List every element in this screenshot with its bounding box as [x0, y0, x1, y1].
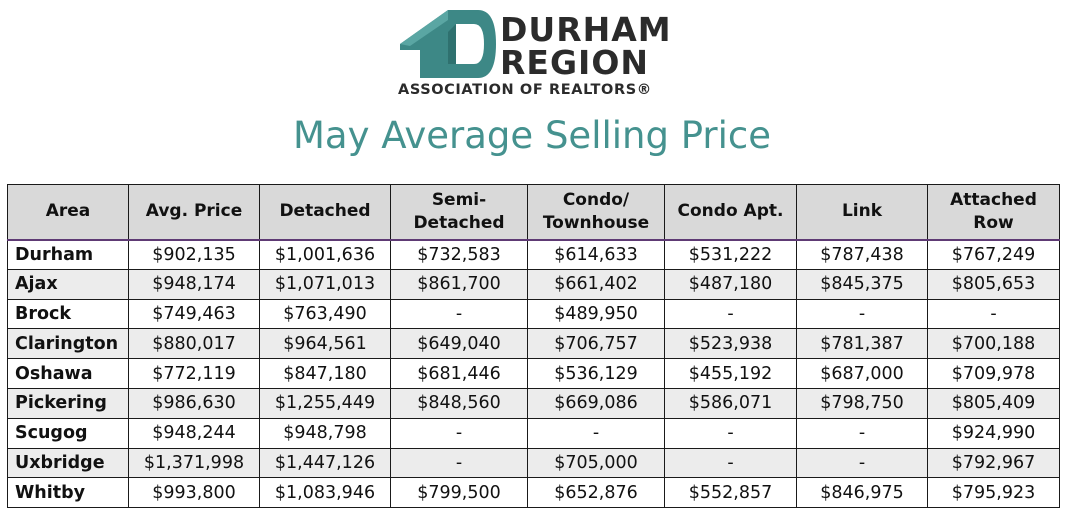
price-cell: -: [927, 298, 1060, 330]
area-name-cell: Oshawa: [7, 358, 129, 389]
area-name-cell: Clarington: [7, 328, 129, 360]
price-cell: -: [664, 447, 797, 479]
price-cell: $847,180: [259, 358, 391, 389]
area-name-cell: Scugog: [7, 417, 129, 449]
table-row: Brock $749,463 $763,490- $489,950- - -: [7, 298, 1060, 330]
price-cell: $948,174: [128, 268, 260, 300]
price-cell: $845,375: [796, 268, 928, 300]
area-name-cell: Durham: [7, 239, 129, 270]
price-cell: $848,560: [390, 387, 528, 419]
price-cell: -: [527, 417, 665, 449]
price-cell: $880,017: [128, 328, 260, 360]
price-cell: -: [664, 417, 797, 449]
area-name-cell: Uxbridge: [7, 447, 129, 479]
price-cell: $489,950: [527, 298, 665, 330]
price-cell: -: [390, 417, 528, 449]
price-cell: $455,192: [664, 358, 797, 389]
price-cell: $787,438: [796, 239, 928, 270]
price-cell: $763,490: [259, 298, 391, 330]
price-cell: -: [390, 447, 528, 479]
price-cell: $700,188: [927, 328, 1060, 360]
price-cell: $993,800: [128, 477, 260, 509]
price-cell: $705,000: [527, 447, 665, 479]
price-cell: $661,402: [527, 268, 665, 300]
price-cell: $924,990: [927, 417, 1060, 449]
table-row: Whitby $993,800 $1,083,946 $799,500 $652,876…: [7, 477, 1060, 509]
price-cell: $948,798: [259, 417, 391, 449]
price-cell: $795,923: [927, 477, 1060, 509]
price-cell: $902,135: [128, 239, 260, 270]
price-cell: $586,071: [664, 387, 797, 419]
price-cell: $1,447,126: [259, 447, 391, 479]
price-cell: -: [796, 447, 928, 479]
price-cell: $649,040: [390, 328, 528, 360]
area-name-cell: Brock: [7, 298, 129, 330]
durham-region-logo: DURHAM REGION ASSOCIATION OF REALTORS®: [396, 6, 686, 102]
price-cell: $1,083,946: [259, 477, 391, 509]
price-cell: $767,249: [927, 239, 1060, 270]
price-cell: $798,750: [796, 387, 928, 419]
table-body: Durham $902,135 $1,001,636 $732,583 $614,633…: [7, 239, 1060, 509]
price-cell: $652,876: [527, 477, 665, 509]
price-cell: $846,975: [796, 477, 928, 509]
column-header: Condo/Townhouse: [527, 184, 665, 241]
price-cell: $732,583: [390, 239, 528, 270]
price-cell: $669,086: [527, 387, 665, 419]
price-cell: $1,371,998: [128, 447, 260, 479]
column-header: Detached: [259, 184, 391, 241]
logo-text-region: REGION: [500, 43, 649, 82]
header-row: Area Avg. Price Detached Semi- Detached Condo…: [7, 184, 1060, 241]
price-cell: -: [796, 417, 928, 449]
column-header: Condo Apt.: [664, 184, 797, 241]
price-cell: $681,446: [390, 358, 528, 389]
table-row: Ajax $948,174 $1,071,013 $861,700 $661,402 $4…: [7, 268, 1060, 300]
area-name-cell: Ajax: [7, 268, 129, 300]
price-cell: $1,255,449: [259, 387, 391, 419]
price-cell: $1,001,636: [259, 239, 391, 270]
price-cell: $781,387: [796, 328, 928, 360]
price-cell: $552,857: [664, 477, 797, 509]
page-title: May Average Selling Price: [292, 114, 771, 157]
price-cell: $687,000: [796, 358, 928, 389]
column-header: Area: [7, 184, 129, 241]
price-cell: $772,119: [128, 358, 260, 389]
price-cell: $986,630: [128, 387, 260, 419]
area-name-cell: Whitby: [7, 477, 129, 509]
price-cell: $861,700: [390, 268, 528, 300]
logo-text-association: ASSOCIATION OF REALTORS®: [398, 82, 652, 98]
house-logo-icon: [400, 10, 496, 78]
price-cell: $487,180: [664, 268, 797, 300]
price-cell: $805,653: [927, 268, 1060, 300]
table-row: Uxbridge $1,371,998 $1,447,126- $705,000- - $…: [7, 447, 1060, 479]
price-cell: $614,633: [527, 239, 665, 270]
price-cell: $709,978: [927, 358, 1060, 389]
column-header: Avg. Price: [128, 184, 260, 241]
price-cell: $805,409: [927, 387, 1060, 419]
price-cell: $1,071,013: [259, 268, 391, 300]
price-cell: $523,938: [664, 328, 797, 360]
price-cell: $749,463: [128, 298, 260, 330]
price-table: Area Avg. Price Detached Semi- Detached Condo…: [7, 184, 1060, 509]
table-row: Oshawa $772,119 $847,180 $681,446 $536,129 $4…: [7, 358, 1060, 389]
table-row: Scugog $948,244 $948,798- - - - $924,990: [7, 417, 1060, 449]
table-row: Clarington $880,017 $964,561 $649,040 $706,7…: [7, 328, 1060, 360]
area-name-cell: Pickering: [7, 387, 129, 419]
price-cell: $964,561: [259, 328, 391, 360]
column-header: Link: [796, 184, 928, 241]
logo-text-durham: DURHAM: [500, 10, 672, 49]
price-cell: $792,967: [927, 447, 1060, 479]
price-cell: $948,244: [128, 417, 260, 449]
price-cell: -: [796, 298, 928, 330]
column-header: Attached Row: [927, 184, 1060, 241]
table-row: Pickering $986,630 $1,255,449 $848,560 $669,…: [7, 387, 1060, 419]
table-row: Durham $902,135 $1,001,636 $732,583 $614,633…: [7, 239, 1060, 270]
price-cell: -: [664, 298, 797, 330]
price-cell: $706,757: [527, 328, 665, 360]
column-header: Semi- Detached: [390, 184, 528, 241]
price-cell: $536,129: [527, 358, 665, 389]
price-cell: $799,500: [390, 477, 528, 509]
price-cell: -: [390, 298, 528, 330]
price-cell: $531,222: [664, 239, 797, 270]
table-header: Area Avg. Price Detached Semi- Detached Condo…: [7, 184, 1060, 241]
